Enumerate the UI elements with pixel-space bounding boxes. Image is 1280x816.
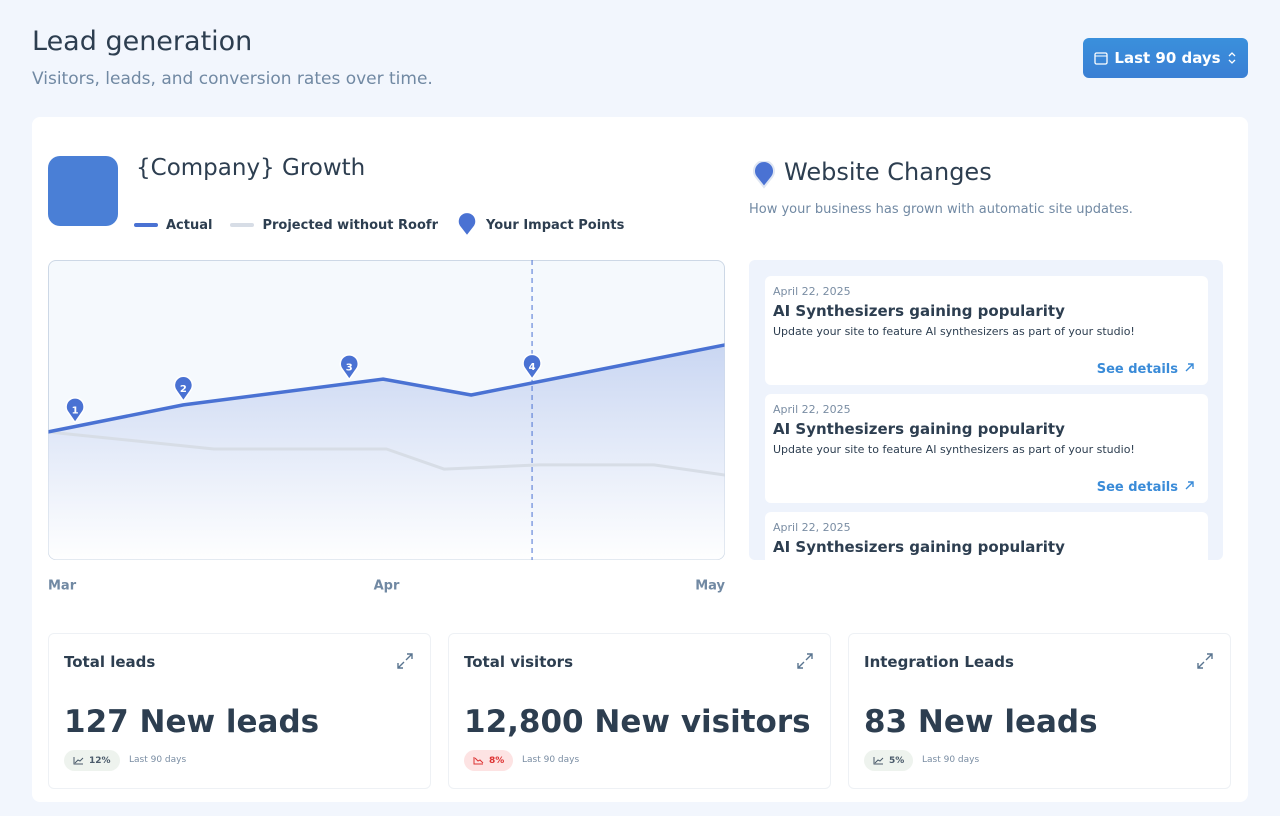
stat-value: 127 New leads	[64, 704, 320, 740]
change-description: Update your site to feature AI synthesiz…	[773, 443, 1135, 456]
change-badge: 12%	[64, 750, 120, 771]
expand-icon[interactable]	[396, 652, 414, 670]
series-line	[48, 343, 725, 434]
series-line	[48, 430, 725, 477]
date-range-button[interactable]: Last 90 days	[1083, 38, 1248, 78]
stat-value: 83 New leads	[864, 704, 1098, 740]
stat-title: Total visitors	[464, 653, 573, 671]
legend-swatch	[230, 223, 255, 227]
legend-label: Actual	[166, 217, 213, 233]
legend-pin	[457, 212, 477, 238]
changes-title: Website Changes	[784, 158, 992, 186]
legend-label: Projected without Roofr	[262, 217, 438, 233]
change-badge: 8%	[464, 750, 514, 771]
impact-pin	[522, 353, 542, 381]
chart: 1 2 3 4 Mar Apr May	[48, 260, 725, 594]
impact-pin-label: 1	[72, 406, 79, 417]
website-pin-icon	[753, 161, 775, 189]
company-logo	[48, 156, 118, 226]
trend-icon	[73, 757, 84, 765]
main-card: {Company} Growth Actual Projected withou…	[32, 117, 1248, 802]
change-value: 8%	[489, 755, 505, 766]
stat-title: Integration Leads	[864, 653, 1014, 671]
legend-label: Your Impact Points	[485, 217, 625, 233]
stat-period: Last 90 days	[922, 755, 980, 765]
area-fill	[48, 344, 725, 560]
link-text: See details	[1096, 480, 1178, 495]
change-title: AI Synthesizers gaining popularity	[773, 302, 1065, 320]
stat-card: Total leads 127 New leads 12% Last 90 days	[48, 633, 431, 789]
impact-pin-label: 2	[180, 384, 187, 395]
arrow-icon	[1185, 481, 1194, 490]
see-details-link[interactable]: See details	[1097, 479, 1196, 495]
calendar-icon	[1094, 52, 1109, 65]
changes-subtitle: How your business has grown with automat…	[749, 202, 1133, 217]
growth-title: {Company} Growth	[136, 155, 366, 181]
x-tick-label: May	[695, 579, 725, 594]
change-description: Update your site to feature AI synthesiz…	[773, 325, 1135, 338]
impact-pin-label: 3	[346, 362, 353, 373]
expand-icon[interactable]	[796, 652, 814, 670]
change-item: April 22, 2025 AI Synthesizers gaining po…	[765, 512, 1208, 560]
change-item: April 22, 2025 AI Synthesizers gaining po…	[765, 276, 1208, 385]
change-item: April 22, 2025 AI Synthesizers gaining po…	[765, 394, 1208, 503]
change-value: 5%	[889, 755, 905, 766]
change-badge: 5%	[864, 750, 914, 771]
trend-icon	[473, 757, 484, 765]
stat-period: Last 90 days	[522, 755, 580, 765]
arrow-icon	[1185, 363, 1194, 372]
change-date: April 22, 2025	[773, 403, 851, 416]
change-title: AI Synthesizers gaining popularity	[773, 538, 1065, 556]
impact-pin	[65, 397, 85, 424]
legend: Actual Projected without Roofr Your Impa…	[134, 212, 624, 238]
impact-pin	[339, 354, 359, 381]
chevron-icon	[1228, 52, 1236, 64]
changes-panel: April 22, 2025 AI Synthesizers gaining po…	[749, 260, 1223, 560]
stat-title: Total leads	[64, 653, 156, 671]
legend-swatch	[134, 223, 158, 227]
stat-period: Last 90 days	[129, 755, 187, 765]
see-details-link[interactable]: See details	[1097, 361, 1196, 377]
trend-icon	[873, 757, 884, 765]
change-date: April 22, 2025	[773, 521, 851, 534]
change-date: April 22, 2025	[773, 285, 851, 298]
stat-value: 12,800 New visitors	[464, 704, 811, 740]
page-title: Lead generation	[32, 26, 253, 57]
page-subtitle: Visitors, leads, and conversion rates ov…	[32, 69, 433, 89]
change-value: 12%	[89, 755, 111, 766]
date-range-label: Last 90 days	[1114, 49, 1221, 67]
impact-pin-label: 4	[529, 362, 536, 373]
stat-card: Integration Leads 83 New leads 5% Last 90 d…	[848, 633, 1231, 789]
x-tick-label: Mar	[48, 579, 77, 594]
x-tick-label: Apr	[374, 579, 400, 594]
link-text: See details	[1096, 362, 1178, 377]
change-title: AI Synthesizers gaining popularity	[773, 420, 1065, 438]
stat-card: Total visitors 12,800 New visitors 8% Last …	[448, 633, 831, 789]
expand-icon[interactable]	[1196, 652, 1214, 670]
impact-pin	[173, 375, 194, 403]
